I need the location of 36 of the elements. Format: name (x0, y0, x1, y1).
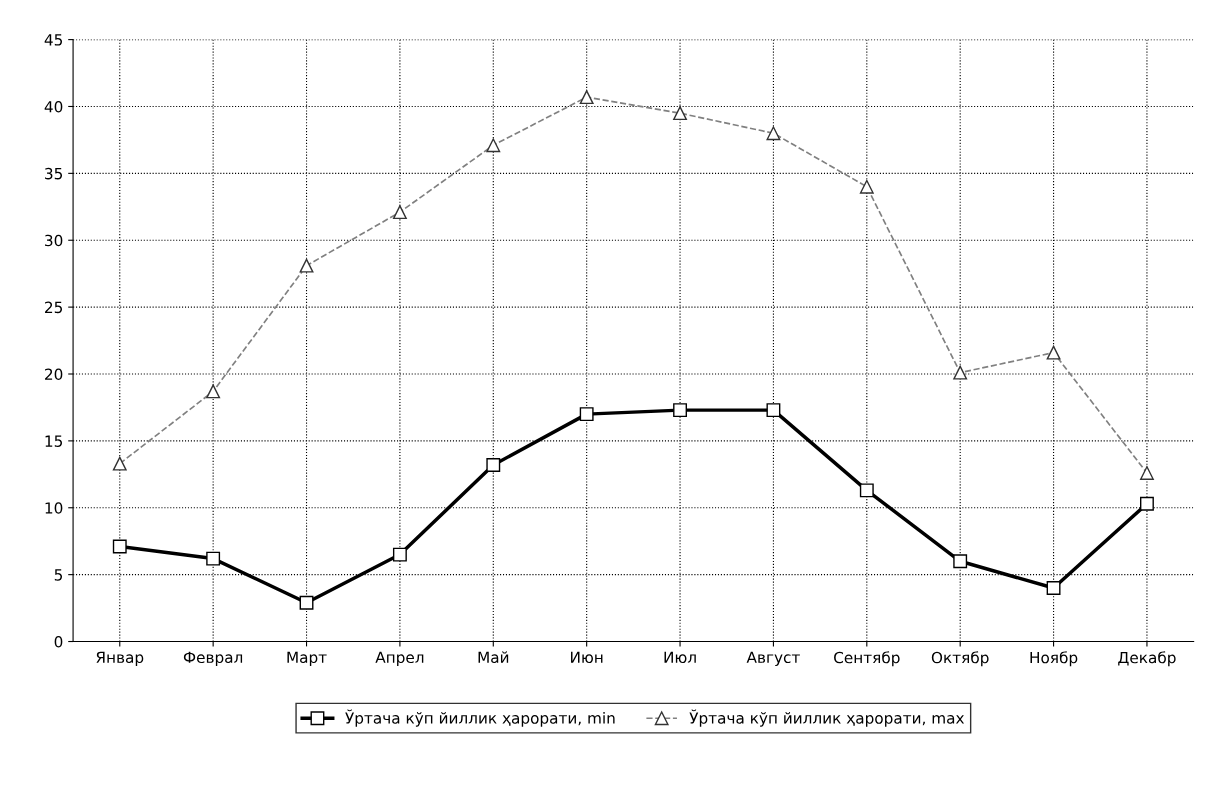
y-tick-label: 40 (44, 100, 63, 113)
y-tick-label: 30 (45, 234, 63, 247)
y-tick-label: 45 (44, 34, 63, 46)
x-tick-label: Март (287, 651, 327, 667)
point (1140, 496, 1154, 511)
y-tick-label: 5 (54, 569, 63, 581)
x-tick-label: Январ (96, 651, 144, 667)
y-tick-label: 15 (45, 435, 63, 447)
legend-label: Ўртача кўп йиллик ҳарорати, min (345, 709, 615, 727)
y-tick-label: 35 (45, 167, 63, 180)
point (206, 551, 221, 566)
point (1046, 581, 1061, 595)
x-tick-label: Сентябр (834, 651, 900, 667)
point (766, 403, 781, 418)
point (859, 483, 874, 498)
x-tick-label: Октябр (931, 651, 989, 667)
x-tick-label: Декабр (1118, 651, 1176, 667)
x-tick-label: Апрел (375, 651, 424, 667)
legend-label: Ўртача кўп йиллик ҳарорати, max (689, 709, 965, 727)
point (579, 407, 594, 422)
point (673, 403, 687, 418)
point (486, 458, 501, 472)
point (392, 547, 407, 562)
point (299, 595, 314, 610)
x-tick-label: Август (746, 651, 800, 667)
point (953, 554, 968, 569)
x-tick-label: Июл (664, 651, 696, 664)
x-tick-label: Май (478, 651, 509, 664)
y-tick-label: 10 (45, 502, 63, 514)
y-tick-label: 20 (45, 368, 63, 381)
y-tick-label: 0 (54, 635, 63, 648)
x-tick-label: Ноябр (1030, 651, 1078, 667)
y-tick-label: 25 (45, 301, 63, 314)
point (112, 539, 127, 554)
x-tick-label: Феврал (183, 651, 243, 667)
x-tick-label: Июн (571, 651, 603, 664)
